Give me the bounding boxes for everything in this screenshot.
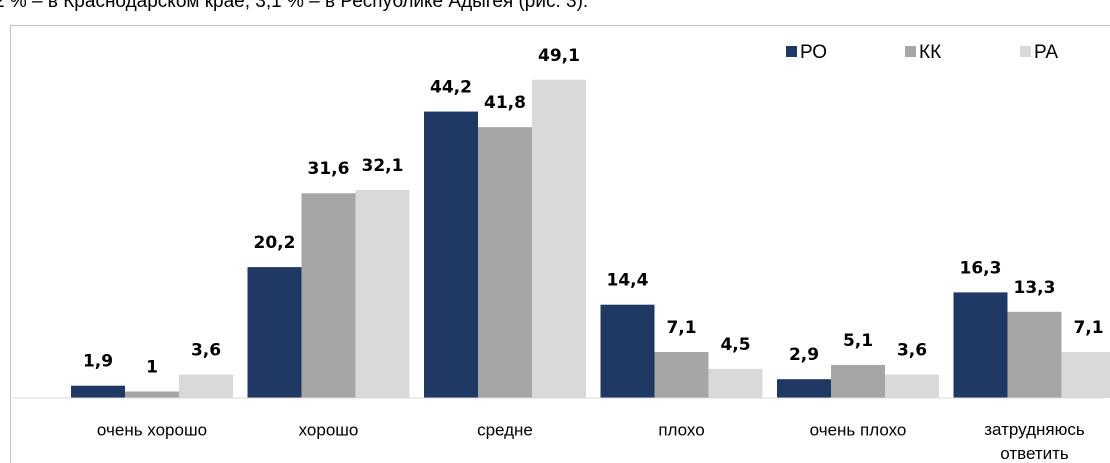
x-tick-label: очень плохо (810, 420, 907, 439)
value-label: 13,3 (1014, 278, 1056, 298)
value-label: 1 (146, 358, 158, 378)
value-label: 3,6 (191, 341, 221, 361)
value-label: 44,2 (430, 78, 472, 98)
bar (125, 391, 179, 398)
x-tick-label: средне (477, 420, 533, 439)
value-label: 7,1 (1073, 318, 1103, 338)
legend-swatch (905, 46, 916, 57)
legend-label: РО (800, 42, 827, 63)
value-label: 4,5 (720, 335, 750, 355)
bar (1007, 311, 1062, 398)
value-label: 20,2 (254, 233, 296, 253)
bar (777, 379, 831, 398)
value-label: 3,6 (897, 341, 927, 361)
bar (1061, 351, 1110, 398)
x-tick-label: очень хорошо (97, 420, 207, 439)
legend-label: РА (1034, 42, 1058, 63)
bar (600, 304, 655, 398)
value-label: 32,1 (362, 156, 404, 176)
value-label: 16,3 (960, 258, 1002, 278)
x-tick-label: хорошо (299, 420, 359, 439)
bar (708, 368, 763, 398)
bar (885, 374, 939, 398)
x-tick-label: плохо (658, 420, 704, 439)
bar (532, 79, 586, 398)
x-tick-label: затрудняюсь ответить (984, 420, 1085, 463)
value-label: 49,1 (538, 46, 580, 66)
bar (654, 351, 709, 398)
bar (831, 364, 885, 398)
chart-frame (10, 25, 1110, 463)
bar (179, 374, 233, 398)
value-label: 5,1 (843, 331, 873, 351)
bar (247, 267, 302, 398)
value-label: 41,8 (484, 93, 526, 113)
bar (301, 193, 356, 398)
legend-label: КК (919, 42, 941, 63)
value-label: 7,1 (666, 318, 696, 338)
bar (71, 385, 125, 398)
value-label: 31,6 (308, 159, 350, 179)
legend-swatch (786, 46, 797, 57)
value-label: 2,9 (789, 345, 819, 365)
bar (478, 127, 532, 399)
value-label: 1,9 (83, 352, 113, 372)
bar (953, 292, 1008, 398)
bar (355, 189, 410, 398)
bar (424, 111, 478, 399)
caption: 2 % – в Краснодарском крае, 3,1 % – в Ре… (0, 0, 588, 12)
value-label: 14,4 (607, 271, 649, 291)
legend-swatch (1020, 46, 1031, 57)
